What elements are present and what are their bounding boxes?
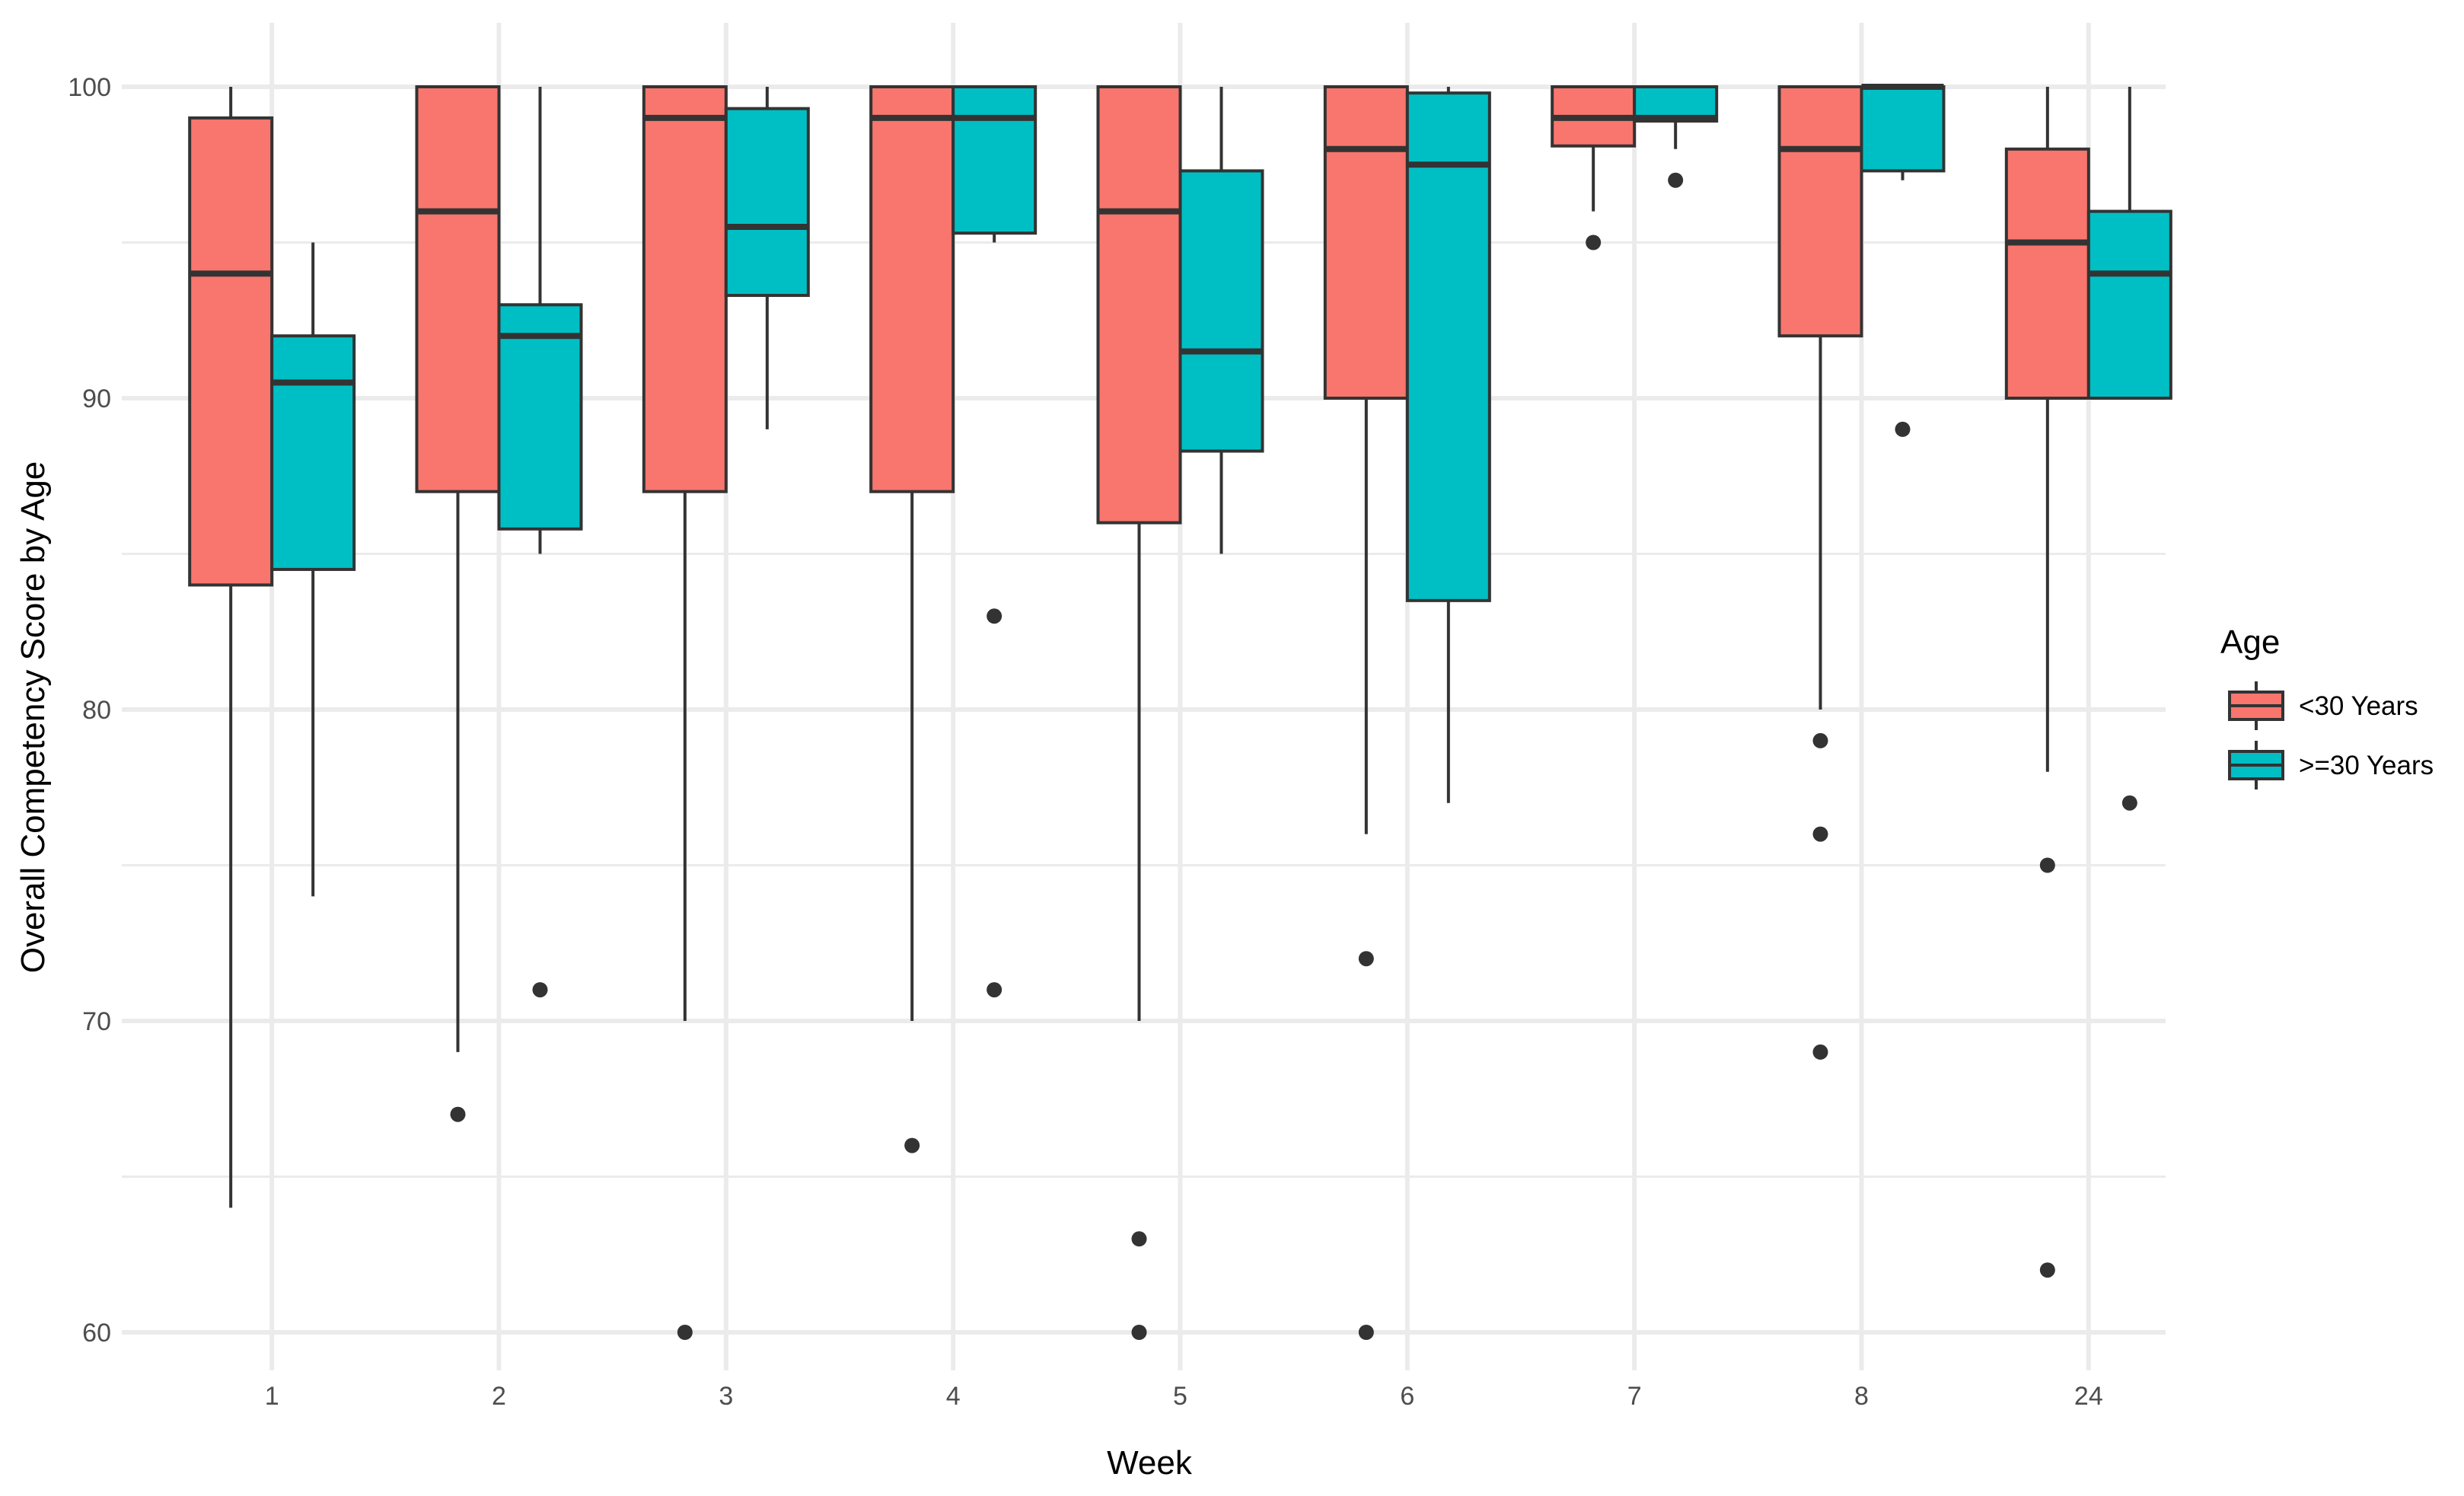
box: [270, 334, 356, 571]
legend-item: >=30 Years: [2228, 741, 2434, 789]
box-group: [415, 85, 501, 1122]
outlier-point: [1668, 172, 1684, 188]
box: [188, 116, 274, 587]
box-group: [1777, 85, 1863, 1060]
box-group: [1551, 85, 1637, 250]
legend-title: Age: [2220, 624, 2280, 661]
boxes-layer: [188, 84, 2172, 1340]
box: [951, 85, 1038, 235]
outlier-point: [1812, 732, 1828, 748]
box: [415, 85, 501, 493]
outlier-point: [1812, 826, 1828, 842]
box: [497, 303, 583, 531]
legend-item: <30 Years: [2228, 681, 2418, 730]
outlier-point: [1895, 421, 1911, 437]
y-axis-ticks: 60 70 80 90 100: [68, 73, 111, 1348]
outlier-point: [677, 1325, 693, 1340]
outlier-point: [1131, 1325, 1147, 1340]
box: [1405, 91, 1491, 602]
x-tick-label: 4: [946, 1382, 961, 1411]
box: [869, 85, 955, 493]
x-tick-label: 6: [1400, 1382, 1414, 1411]
y-axis-title: Overall Competency Score by Age: [14, 461, 52, 974]
box-group: [1633, 85, 1719, 188]
x-tick-label: 5: [1173, 1382, 1187, 1411]
x-tick-label: 8: [1854, 1382, 1869, 1411]
outlier-point: [904, 1137, 920, 1153]
box-group: [1323, 85, 1409, 1340]
x-tick-label: 1: [265, 1382, 279, 1411]
box-group: [1405, 87, 1491, 803]
x-axis-ticks: 1 2 3 4 5 6 7 8 24: [265, 1382, 2103, 1411]
y-tick-label: 90: [82, 384, 111, 413]
box-group: [642, 85, 728, 1340]
box-group: [951, 85, 1038, 998]
y-tick-label: 60: [82, 1319, 111, 1348]
y-tick-label: 70: [82, 1007, 111, 1036]
box-group: [2004, 87, 2090, 1278]
y-tick-label: 80: [82, 696, 111, 725]
x-tick-label: 7: [1627, 1382, 1642, 1411]
outlier-point: [1358, 951, 1374, 967]
box-group: [1860, 84, 1946, 437]
x-tick-label: 24: [2074, 1382, 2103, 1411]
outlier-point: [532, 982, 548, 998]
x-tick-label: 2: [492, 1382, 506, 1411]
x-axis-title: Week: [1107, 1444, 1193, 1482]
outlier-point: [987, 982, 1002, 998]
legend: Age <30 Years >=30 Years: [2220, 624, 2434, 789]
outlier-point: [450, 1106, 466, 1122]
outlier-point: [2039, 1262, 2055, 1278]
box-group: [2086, 87, 2172, 811]
box-group: [869, 85, 955, 1153]
box-group: [270, 242, 356, 897]
box: [2086, 209, 2172, 400]
legend-label: <30 Years: [2299, 691, 2418, 721]
box-group: [1178, 87, 1264, 554]
box: [1777, 85, 1863, 338]
outlier-point: [1812, 1044, 1828, 1060]
outlier-point: [2121, 795, 2137, 811]
outlier-point: [1358, 1325, 1374, 1340]
outlier-point: [2039, 857, 2055, 873]
box: [1178, 169, 1264, 453]
box: [1860, 85, 1946, 173]
box: [724, 107, 810, 298]
box: [2004, 147, 2090, 400]
legend-label: >=30 Years: [2299, 751, 2434, 780]
outlier-point: [987, 608, 1002, 624]
box-group: [497, 87, 583, 998]
outlier-point: [1131, 1231, 1147, 1247]
box-group: [188, 87, 274, 1208]
box-group: [724, 87, 810, 429]
outlier-point: [1586, 234, 1602, 250]
x-tick-label: 3: [719, 1382, 733, 1411]
box: [642, 85, 728, 493]
box: [1323, 85, 1409, 400]
box: [1096, 85, 1182, 525]
box-group: [1096, 85, 1182, 1340]
y-tick-label: 100: [68, 73, 111, 102]
legend-items: <30 Years >=30 Years: [2228, 681, 2434, 789]
